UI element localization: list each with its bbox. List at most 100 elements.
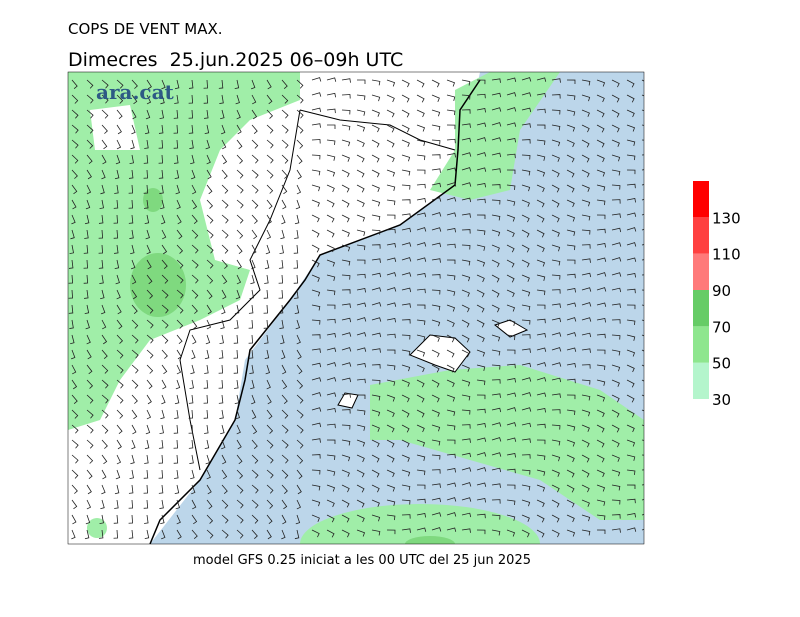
wind-barb: [431, 349, 440, 358]
wind-barb: [566, 469, 575, 478]
wind-barb: [129, 469, 134, 479]
wind-barb: [476, 198, 486, 204]
wind-barb: [566, 139, 575, 148]
wind-barb: [596, 184, 606, 191]
wind-barb: [191, 214, 198, 224]
wind-barb: [206, 214, 214, 224]
wind-barb: [235, 409, 240, 420]
wind-barb: [491, 244, 500, 252]
wind-barb: [294, 289, 299, 299]
wind-barb: [206, 169, 212, 180]
wind-barb: [101, 154, 107, 165]
wind-barb: [144, 124, 150, 135]
wind-barb: [71, 184, 78, 195]
wind-barb: [116, 394, 124, 404]
wind-barb: [446, 153, 456, 158]
wind-barb: [191, 289, 199, 299]
wind-barb: [236, 109, 241, 120]
wind-barb: [99, 514, 104, 524]
wind-barb: [221, 214, 229, 224]
wind-barb: [341, 409, 351, 414]
wind-barb: [190, 364, 195, 375]
wind-barb: [251, 439, 258, 449]
wind-barb: [401, 499, 411, 505]
wind-barb: [71, 109, 79, 119]
wind-barb: [203, 79, 208, 89]
wind-barb: [446, 409, 456, 416]
wind-barb: [431, 379, 440, 388]
wind-barb: [146, 409, 152, 420]
wind-barb: [491, 349, 501, 356]
wind-barb: [596, 499, 606, 506]
wind-barb: [401, 364, 411, 372]
wind-barb: [371, 199, 381, 207]
wind-barb: [356, 244, 366, 251]
wind-barb: [506, 392, 517, 397]
wind-barb: [491, 379, 501, 384]
wind-barb: [386, 139, 395, 148]
wind-barb: [356, 439, 366, 447]
wind-barb: [146, 274, 153, 285]
wind-barb: [114, 169, 120, 180]
wind-barb: [461, 109, 471, 114]
wind-barb: [431, 139, 441, 145]
wind-barb: [311, 514, 320, 522]
wind-barb: [86, 139, 94, 149]
wind-barb: [296, 124, 304, 134]
wind-barb: [145, 109, 151, 120]
wind-barb: [581, 409, 591, 417]
wind-barb: [536, 484, 546, 492]
wind-barb: [566, 124, 576, 132]
wind-barb: [401, 139, 410, 147]
wind-barb: [113, 529, 118, 539]
wind-barb: [281, 409, 289, 419]
wind-barb: [431, 197, 442, 202]
wind-barb: [71, 469, 79, 479]
wind-barb: [626, 364, 635, 373]
wind-barb: [294, 214, 300, 225]
wind-barb: [476, 423, 487, 428]
wind-barb: [101, 379, 109, 389]
wind-barb: [431, 483, 441, 488]
wind-barb: [491, 107, 502, 112]
wind-barb: [296, 409, 304, 419]
wind-barb: [221, 499, 229, 509]
wind-barb: [161, 304, 169, 314]
wind-barb: [266, 469, 274, 479]
wind-barb: [611, 349, 621, 356]
wind-barb: [145, 229, 150, 240]
wind-barb: [476, 289, 485, 298]
wind-barb: [115, 154, 121, 165]
wind-barb: [491, 214, 501, 221]
wind-barb: [386, 499, 396, 506]
wind-barb: [521, 259, 530, 268]
wind-barb: [551, 78, 561, 83]
wind-barb: [356, 514, 365, 523]
wind-barb: [581, 332, 592, 338]
wind-barb: [446, 124, 456, 130]
wind-barb: [188, 409, 194, 419]
wind-barb: [176, 199, 181, 210]
wind-barb: [431, 168, 441, 173]
wind-barb: [116, 424, 123, 435]
wind-barb: [446, 379, 455, 388]
wind-barb: [116, 334, 124, 344]
wind-barb: [596, 439, 605, 448]
wind-barb: [115, 274, 120, 285]
wind-barb: [341, 199, 350, 208]
wind-barb: [581, 439, 590, 448]
wind-barb: [341, 274, 351, 280]
wind-barb: [341, 469, 350, 477]
wind-barb: [234, 394, 240, 405]
wind-barb: [161, 529, 166, 540]
wind-barb: [491, 274, 500, 283]
wind-barb: [536, 499, 545, 508]
wind-barb: [326, 318, 336, 324]
wind-barb: [356, 378, 366, 384]
wind-barb: [581, 287, 592, 292]
sea-gust-strong: [405, 536, 455, 544]
wind-barb: [131, 394, 138, 404]
wind-barb: [251, 184, 259, 194]
wind-barb: [401, 287, 412, 293]
wind-barb: [101, 169, 106, 180]
